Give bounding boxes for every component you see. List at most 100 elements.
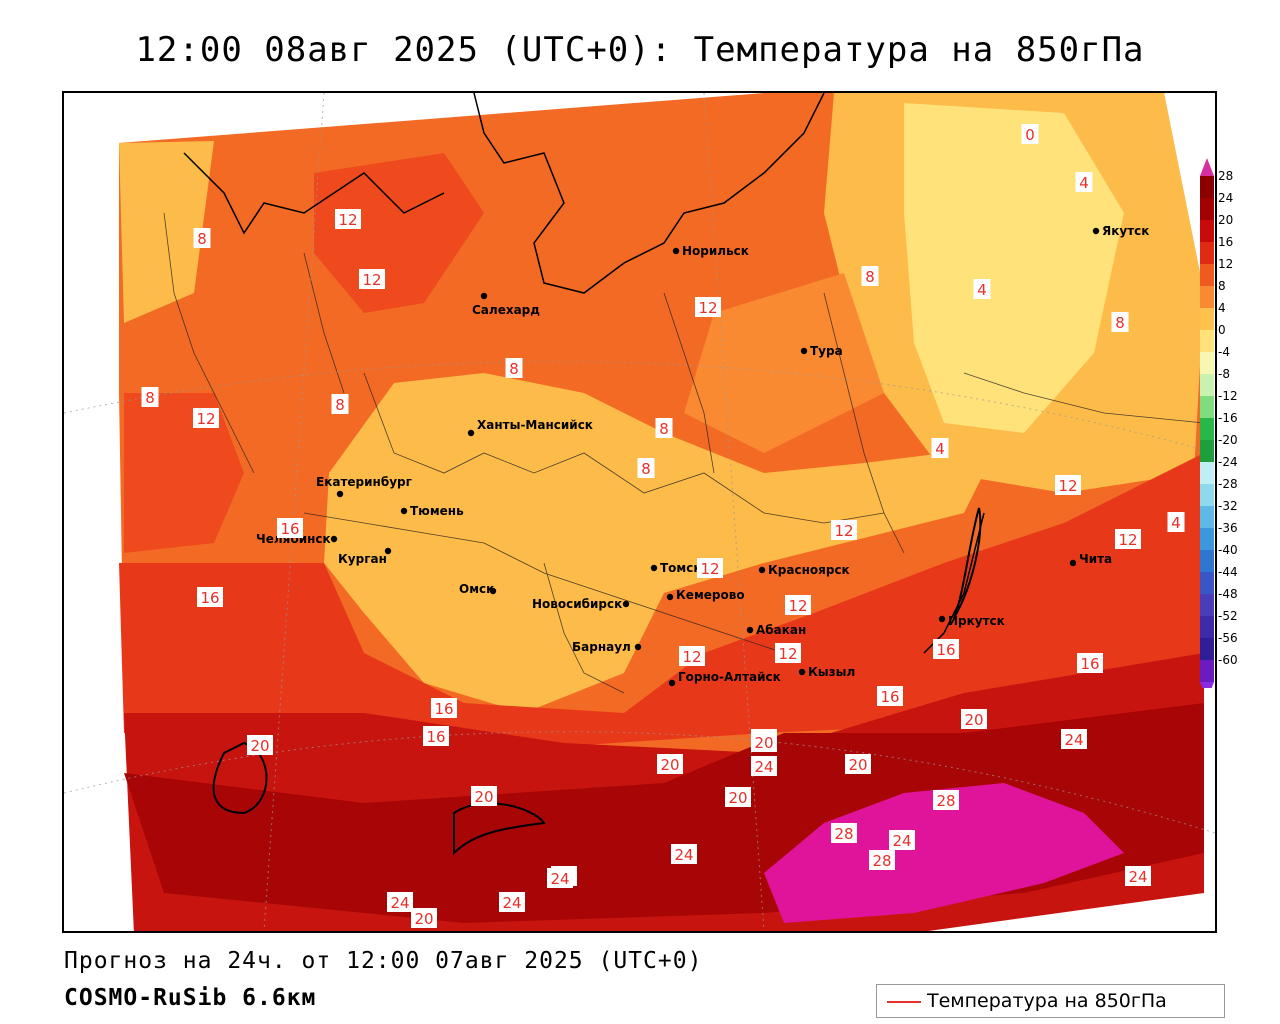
scale-label: -24 bbox=[1218, 455, 1238, 469]
lake-baikal bbox=[953, 507, 982, 619]
svg-text:20: 20 bbox=[660, 756, 679, 774]
svg-text:4: 4 bbox=[1171, 514, 1181, 532]
isotherm-label: 28 bbox=[831, 823, 857, 843]
scale-swatch bbox=[1200, 528, 1214, 550]
isotherm-label: 16 bbox=[431, 698, 457, 718]
temperature-field bbox=[119, 93, 1204, 931]
model-name: COSMO-RuSib 6.6км bbox=[64, 985, 317, 1011]
scale-swatch bbox=[1200, 242, 1214, 264]
svg-text:16: 16 bbox=[434, 700, 453, 718]
scale-label: -28 bbox=[1218, 477, 1238, 491]
isotherm-label: 12 bbox=[335, 209, 361, 229]
admin-borders bbox=[163, 212, 1205, 694]
isotherm-label: 20 bbox=[845, 754, 871, 774]
city-marker bbox=[400, 507, 408, 515]
svg-text:20: 20 bbox=[754, 734, 773, 752]
city-marker bbox=[384, 547, 392, 555]
scale-swatch bbox=[1200, 198, 1214, 220]
svg-text:8: 8 bbox=[659, 420, 669, 438]
graticule bbox=[64, 93, 1215, 931]
isotherm-label: 16 bbox=[423, 726, 449, 746]
scale-swatch bbox=[1200, 550, 1214, 572]
scale-swatch bbox=[1200, 440, 1214, 462]
map-area[interactable]: Норильск Якутск Салехард Тура Ханты-Мансийск… bbox=[62, 91, 1217, 933]
isotherm-label: 12 bbox=[695, 297, 721, 317]
scale-label: 24 bbox=[1218, 191, 1233, 205]
city-label: Новосибирск bbox=[532, 597, 622, 611]
city-marker bbox=[489, 587, 497, 595]
city-marker bbox=[672, 247, 680, 255]
svg-text:24: 24 bbox=[1128, 868, 1147, 886]
scale-swatch bbox=[1200, 572, 1214, 594]
svg-text:20: 20 bbox=[474, 788, 493, 806]
city-marker bbox=[758, 566, 766, 574]
svg-text:8: 8 bbox=[865, 268, 875, 286]
city-marker bbox=[746, 626, 754, 634]
scale-label: -32 bbox=[1218, 499, 1238, 513]
city-label: Иркутск bbox=[948, 614, 1005, 628]
city-marker bbox=[336, 490, 344, 498]
scale-swatch bbox=[1200, 660, 1214, 682]
scale-label: -52 bbox=[1218, 609, 1238, 623]
scale-label: 28 bbox=[1218, 169, 1233, 183]
scale-top-arrow bbox=[1200, 158, 1214, 176]
scale-swatch bbox=[1200, 264, 1214, 286]
svg-text:12: 12 bbox=[338, 211, 357, 229]
scale-label: -40 bbox=[1218, 543, 1238, 557]
isotherm-label: 12 bbox=[697, 558, 723, 578]
isotherm-label: 12 bbox=[359, 269, 385, 289]
city-label: Курган bbox=[338, 552, 387, 566]
isotherm-label: 12 bbox=[831, 520, 857, 540]
map-title: 12:00 08авг 2025 (UTC+0): Температура на… bbox=[135, 30, 1145, 70]
isotherm-label: 12 bbox=[785, 595, 811, 615]
city-label: Томск bbox=[660, 561, 702, 575]
color-scale: 28 24 20 16 12 8 4 0 -4 -8 -12 -16 -20 -24 -28 -32 -36 -4… bbox=[1196, 158, 1256, 700]
isotherm-label: 0 bbox=[1021, 124, 1039, 144]
scale-label: -44 bbox=[1218, 565, 1238, 579]
city-label: Кемерово bbox=[676, 588, 745, 602]
city-marker bbox=[938, 615, 946, 623]
scale-label: -8 bbox=[1218, 367, 1230, 381]
city-label: Горно-Алтайск bbox=[678, 670, 781, 684]
temperature-map: Норильск Якутск Салехард Тура Ханты-Мансийск… bbox=[64, 93, 1215, 931]
svg-text:4: 4 bbox=[935, 440, 945, 458]
scale-label: -48 bbox=[1218, 587, 1238, 601]
isotherm-label: 8 bbox=[1111, 312, 1129, 332]
scale-swatch bbox=[1200, 396, 1214, 418]
scale-swatch bbox=[1200, 352, 1214, 374]
scale-bottom-arrow bbox=[1200, 682, 1214, 700]
svg-text:12: 12 bbox=[778, 645, 797, 663]
city-label: Чита bbox=[1079, 552, 1112, 566]
isotherm-label: 20 bbox=[471, 786, 497, 806]
isotherm-label: 24 bbox=[387, 892, 413, 912]
isotherm-label: 28 bbox=[869, 850, 895, 870]
svg-text:24: 24 bbox=[754, 758, 773, 776]
svg-text:28: 28 bbox=[834, 825, 853, 843]
isotherm-label: 20 bbox=[247, 735, 273, 755]
svg-text:24: 24 bbox=[1064, 731, 1083, 749]
isotherm-label: 12 bbox=[679, 646, 705, 666]
city-marker bbox=[634, 643, 642, 651]
legend-label: Температура на 850гПа bbox=[927, 990, 1167, 1012]
city-marker bbox=[666, 593, 674, 601]
svg-text:12: 12 bbox=[682, 648, 701, 666]
city-label: Якутск bbox=[1102, 224, 1149, 238]
svg-text:12: 12 bbox=[788, 597, 807, 615]
svg-text:8: 8 bbox=[1115, 314, 1125, 332]
isotherm-label: 20 bbox=[657, 754, 683, 774]
svg-text:16: 16 bbox=[1080, 655, 1099, 673]
city-marker bbox=[330, 535, 338, 543]
scale-label: -60 bbox=[1218, 653, 1238, 667]
isotherm-label: 20 bbox=[725, 787, 751, 807]
isotherm-label: 20 bbox=[411, 908, 437, 928]
map-legend: Температура на 850гПа bbox=[876, 984, 1225, 1018]
svg-text:12: 12 bbox=[700, 560, 719, 578]
isotherm-label: 16 bbox=[933, 639, 959, 659]
scale-label: -56 bbox=[1218, 631, 1238, 645]
isotherm-label: 8 bbox=[637, 458, 655, 478]
scale-label: -16 bbox=[1218, 411, 1238, 425]
scale-swatch bbox=[1200, 484, 1214, 506]
isotherm-label: 24 bbox=[547, 868, 573, 888]
svg-text:24: 24 bbox=[502, 894, 521, 912]
isotherm-label: 12 bbox=[1115, 529, 1141, 549]
